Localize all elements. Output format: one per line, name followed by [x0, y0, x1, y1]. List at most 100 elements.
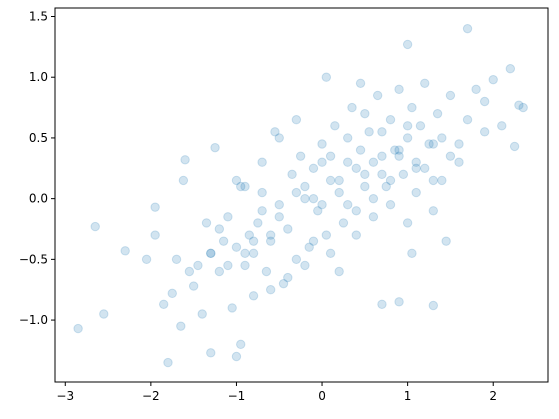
point — [248, 236, 259, 246]
x-tick-label: 2 — [489, 389, 497, 403]
y-tick-label: −0.5 — [19, 252, 48, 266]
point — [231, 351, 242, 362]
point — [402, 39, 413, 50]
point — [317, 200, 327, 210]
point — [253, 218, 263, 228]
point — [445, 151, 456, 161]
point — [274, 212, 284, 222]
point — [197, 309, 207, 319]
point — [120, 246, 130, 256]
point — [471, 84, 481, 95]
point — [321, 230, 332, 240]
point — [462, 115, 473, 125]
point — [300, 181, 310, 192]
point — [317, 157, 327, 167]
point — [360, 169, 370, 180]
point — [141, 254, 152, 265]
point — [236, 181, 246, 192]
point — [265, 236, 276, 246]
point — [351, 230, 361, 240]
point — [424, 139, 434, 149]
point — [188, 281, 199, 291]
point — [223, 212, 233, 222]
point — [291, 115, 302, 125]
point — [411, 163, 421, 173]
point — [274, 200, 284, 210]
point — [381, 181, 391, 192]
point — [407, 102, 417, 113]
point — [338, 218, 349, 228]
point — [223, 260, 233, 271]
point — [248, 291, 259, 301]
point — [325, 175, 336, 186]
point — [313, 206, 323, 216]
point — [428, 175, 439, 186]
point — [176, 321, 186, 331]
point — [231, 242, 242, 252]
point — [214, 224, 225, 234]
y-tick-label: 1.0 — [29, 70, 48, 84]
point — [360, 181, 370, 192]
x-tick-label: 0 — [318, 389, 326, 403]
point — [240, 248, 250, 258]
point — [167, 288, 177, 299]
point — [201, 218, 212, 228]
point — [163, 357, 173, 368]
point — [291, 254, 302, 265]
point — [377, 151, 387, 161]
point — [90, 221, 100, 232]
point — [415, 121, 426, 131]
point — [218, 236, 229, 246]
point — [257, 187, 267, 198]
point — [308, 163, 319, 173]
point — [257, 206, 267, 216]
point — [402, 218, 413, 228]
point — [343, 200, 353, 210]
point — [158, 299, 169, 309]
point — [441, 236, 451, 246]
point — [317, 139, 327, 149]
point — [488, 74, 498, 85]
point — [73, 323, 83, 334]
point — [214, 266, 225, 277]
point — [394, 297, 404, 307]
point — [394, 84, 404, 95]
point — [411, 157, 421, 167]
point — [518, 102, 528, 113]
point — [236, 339, 246, 350]
point — [364, 127, 374, 137]
point — [206, 248, 216, 258]
point — [355, 78, 366, 88]
point — [325, 248, 336, 258]
point — [454, 139, 464, 149]
point — [368, 193, 379, 204]
point — [385, 200, 396, 210]
x-tick-label: −3 — [56, 389, 74, 403]
point — [178, 175, 189, 186]
point — [402, 133, 413, 143]
point — [509, 141, 520, 152]
point — [150, 230, 160, 240]
point — [184, 266, 195, 277]
point — [420, 163, 430, 173]
point — [351, 206, 361, 216]
point — [171, 254, 182, 265]
point — [240, 260, 250, 271]
point — [398, 169, 409, 180]
point — [244, 230, 254, 240]
point — [402, 121, 413, 131]
point — [274, 133, 284, 143]
point — [377, 127, 387, 137]
point — [265, 285, 276, 295]
point — [368, 157, 379, 167]
point — [407, 248, 417, 258]
point — [278, 278, 289, 289]
x-tick-label: −2 — [142, 389, 160, 403]
point — [394, 151, 404, 161]
point — [334, 187, 344, 198]
point — [514, 100, 524, 110]
point — [372, 90, 383, 101]
point — [445, 90, 456, 101]
